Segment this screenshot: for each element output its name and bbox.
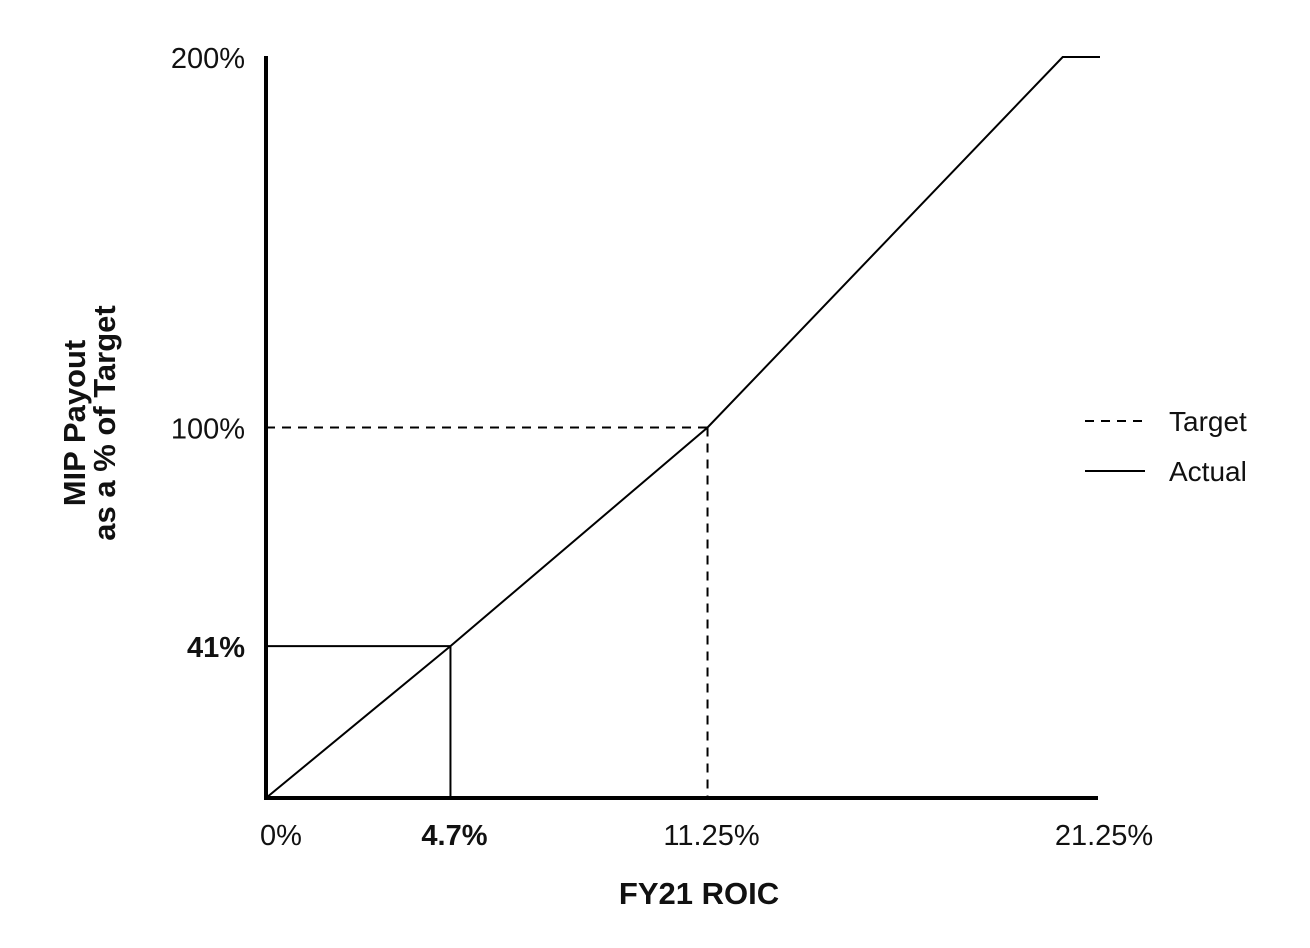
x-tick-label: 4.7% — [421, 820, 487, 852]
axes — [264, 56, 1098, 800]
x-axis-title: FY21 ROIC — [619, 876, 779, 911]
x-tick-label: 11.25% — [663, 820, 759, 852]
legend-target-label: Target — [1169, 406, 1247, 437]
y-axis-title: MIP Payout as a % of Target — [57, 305, 122, 540]
y-tick-label: 200% — [171, 43, 245, 75]
y-tick-labels: 41% 100% 200% — [171, 43, 245, 664]
y-axis-title-line-2: as a % of Target — [87, 305, 122, 540]
legend: Target Actual — [1085, 406, 1247, 487]
series-lines — [265, 56, 1100, 799]
y-tick-label: 100% — [171, 414, 245, 446]
x-tick-labels: 0% 4.7% 11.25% 21.25% — [260, 820, 1153, 852]
y-tick-label: 41% — [187, 632, 245, 664]
series-line-actual — [265, 56, 1100, 799]
x-tick-label: 0% — [260, 820, 302, 852]
legend-actual-label: Actual — [1169, 456, 1247, 487]
reference-lines — [266, 426, 709, 798]
y-axis-title-line-1: MIP Payout — [57, 340, 92, 507]
x-tick-label: 21.25% — [1055, 820, 1153, 852]
